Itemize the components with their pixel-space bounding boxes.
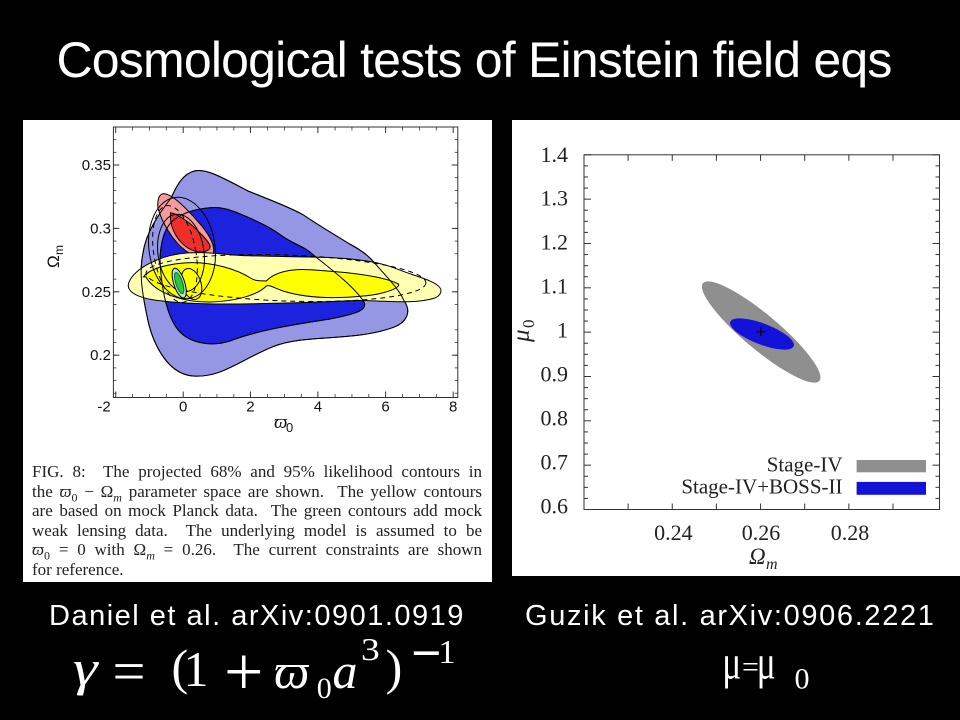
svg-text:=: =	[742, 650, 759, 683]
svg-text:0: 0	[317, 672, 332, 705]
svg-text:1.4: 1.4	[541, 142, 569, 167]
svg-text:-2: -2	[97, 399, 110, 416]
svg-text:=: =	[113, 641, 146, 704]
svg-text:0: 0	[795, 663, 810, 696]
svg-text:0.7: 0.7	[541, 449, 569, 474]
svg-text:6: 6	[381, 399, 389, 416]
svg-text:0: 0	[179, 399, 187, 416]
svg-text:0.35: 0.35	[82, 157, 111, 174]
svg-text:0.8: 0.8	[541, 406, 569, 431]
svg-text:1.1: 1.1	[541, 274, 569, 299]
svg-text:m: m	[766, 556, 778, 573]
svg-text:0.3: 0.3	[90, 220, 111, 237]
svg-text:Ω: Ω	[749, 544, 766, 569]
svg-text:8: 8	[449, 399, 457, 416]
svg-text:1.2: 1.2	[541, 230, 569, 255]
svg-text:0.26: 0.26	[742, 520, 781, 545]
svg-text:Stage-IV: Stage-IV	[767, 453, 843, 477]
svg-text:0: 0	[286, 420, 293, 435]
svg-text:(: (	[172, 639, 189, 695]
svg-text:1: 1	[439, 634, 456, 671]
svg-text:m: m	[52, 245, 66, 255]
svg-text:0.9: 0.9	[541, 362, 569, 387]
svg-text:0.28: 0.28	[831, 520, 870, 545]
svg-text:): )	[386, 639, 403, 695]
svg-text:0.2: 0.2	[90, 347, 111, 364]
svg-text:ϖ: ϖ	[274, 643, 310, 699]
svg-text:ϖ: ϖ	[274, 412, 288, 433]
svg-text:0.24: 0.24	[654, 520, 693, 545]
svg-text:2: 2	[246, 399, 254, 416]
svg-text:4: 4	[314, 399, 322, 416]
svg-text:1: 1	[184, 641, 209, 697]
svg-text:0.25: 0.25	[82, 284, 111, 301]
svg-text:μ: μ	[512, 329, 535, 343]
svg-text:+: +	[224, 634, 263, 711]
svg-text:μ: μ	[722, 637, 741, 690]
svg-text:0: 0	[519, 320, 538, 329]
svg-text:1.3: 1.3	[541, 186, 569, 211]
svg-text:μ: μ	[757, 637, 776, 690]
svg-text:a: a	[333, 643, 358, 699]
svg-text:Ω: Ω	[44, 255, 63, 268]
svg-text:1: 1	[557, 318, 568, 343]
svg-text:γ: γ	[73, 640, 99, 696]
svg-text:0.6: 0.6	[541, 493, 569, 518]
svg-text:3: 3	[361, 631, 380, 667]
svg-text:Stage-IV+BOSS-II: Stage-IV+BOSS-II	[681, 475, 842, 499]
